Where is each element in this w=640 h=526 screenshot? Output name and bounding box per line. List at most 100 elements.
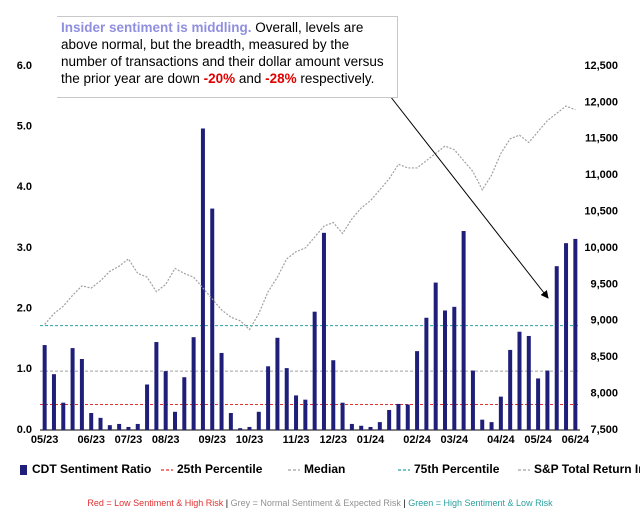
bar [135, 423, 140, 430]
bar [191, 337, 196, 430]
annotation-arrow [389, 95, 549, 299]
bar [498, 396, 503, 430]
x-tick-label: 04/24 [487, 434, 515, 446]
bar [163, 371, 168, 430]
bar [303, 399, 308, 430]
y2-tick-label: 12,000 [584, 96, 618, 108]
annotation-figure: -20% [203, 71, 236, 86]
annotation-text: Overall, levels are above normal, but th… [61, 20, 384, 86]
bar [70, 348, 75, 430]
bar [387, 409, 392, 430]
annotation-text: respectively. [296, 71, 375, 86]
legend-label: CDT Sentiment Ratio [32, 462, 151, 476]
bar [377, 422, 382, 430]
footnote: Red = Low Sentiment & High Risk | Grey =… [0, 498, 640, 508]
bar [545, 370, 550, 430]
bar [126, 426, 131, 430]
x-tick-label: 01/24 [357, 434, 385, 446]
x-tick-label: 03/24 [441, 434, 469, 446]
y-tick-label: 2.0 [17, 303, 32, 315]
x-tick-label: 06/23 [77, 434, 105, 446]
bar [349, 423, 354, 430]
annotation: Insider sentiment is middling. Overall, … [57, 16, 398, 98]
bar [321, 232, 326, 430]
bar [443, 310, 447, 430]
y2-tick-label: 9,500 [590, 278, 618, 290]
bar [42, 345, 47, 430]
bar [480, 419, 485, 430]
bar [461, 231, 466, 430]
bar [312, 311, 317, 430]
bar [256, 411, 261, 430]
y-tick-label: 4.0 [17, 181, 32, 193]
bar [536, 378, 541, 430]
footnote-part: Green = High Sentiment & Low Risk [408, 498, 553, 508]
footnote-part: Grey = Normal Sentiment & Expected Risk [230, 498, 401, 508]
bar [368, 426, 373, 430]
bar [210, 208, 215, 430]
bar [89, 413, 94, 430]
bar [452, 306, 457, 430]
legend-label: 25th Percentile [177, 462, 263, 476]
x-tick-label: 12/23 [320, 434, 348, 446]
legend-label: S&P Total Return Index [534, 462, 640, 476]
y-tick-label: 5.0 [17, 121, 32, 133]
bar [396, 403, 401, 430]
y-tick-label: 1.0 [17, 363, 32, 375]
bar [154, 342, 159, 430]
bar [415, 351, 420, 430]
y2-tick-label: 11,500 [585, 133, 618, 145]
bar [526, 335, 531, 430]
bar [433, 282, 438, 430]
x-tick-label: 05/24 [524, 434, 552, 446]
footnote-part: | [223, 498, 231, 508]
bar [470, 370, 475, 430]
annotation-headline: Insider sentiment is middling. [61, 20, 252, 35]
y2-tick-label: 8,000 [590, 388, 618, 400]
bar [405, 404, 410, 430]
y2-tick-label: 11,000 [585, 169, 618, 181]
bar [340, 402, 345, 430]
bar [182, 377, 187, 430]
x-tick-label: 09/23 [198, 434, 226, 446]
bar [79, 359, 84, 430]
y-tick-label: 6.0 [17, 60, 32, 72]
bar [294, 395, 299, 430]
bar [117, 423, 122, 430]
bar [51, 374, 56, 430]
x-tick-label: 07/23 [115, 434, 143, 446]
x-tick-label: 06/24 [562, 434, 590, 446]
bar [489, 422, 494, 430]
legend-label: 75th Percentile [414, 462, 500, 476]
legend-swatch [20, 465, 27, 475]
bar [331, 360, 336, 430]
legend-label: Median [304, 462, 345, 476]
y-tick-label: 0.0 [17, 424, 32, 436]
bar [61, 402, 66, 430]
x-tick-label: 05/23 [31, 434, 59, 446]
bar [219, 352, 224, 430]
annotation-figure: -28% [265, 71, 297, 86]
annotation-text: and [235, 71, 266, 86]
bar [284, 368, 289, 430]
bar [98, 417, 103, 430]
bar [554, 266, 559, 430]
x-tick-label: 08/23 [152, 434, 180, 446]
bar [359, 425, 364, 430]
y2-tick-label: 12,500 [584, 60, 618, 72]
bar [200, 128, 205, 430]
x-tick-label: 10/23 [236, 434, 264, 446]
y2-tick-label: 9,000 [590, 315, 618, 327]
bar [266, 366, 271, 430]
bar [275, 337, 280, 430]
bar [228, 413, 233, 430]
bar [508, 349, 513, 430]
bar [573, 238, 578, 430]
bar [145, 384, 150, 430]
bar [564, 243, 569, 430]
x-tick-label: 11/23 [283, 434, 310, 446]
bar [238, 428, 243, 430]
bar [173, 411, 177, 430]
y2-tick-label: 10,000 [584, 242, 618, 254]
